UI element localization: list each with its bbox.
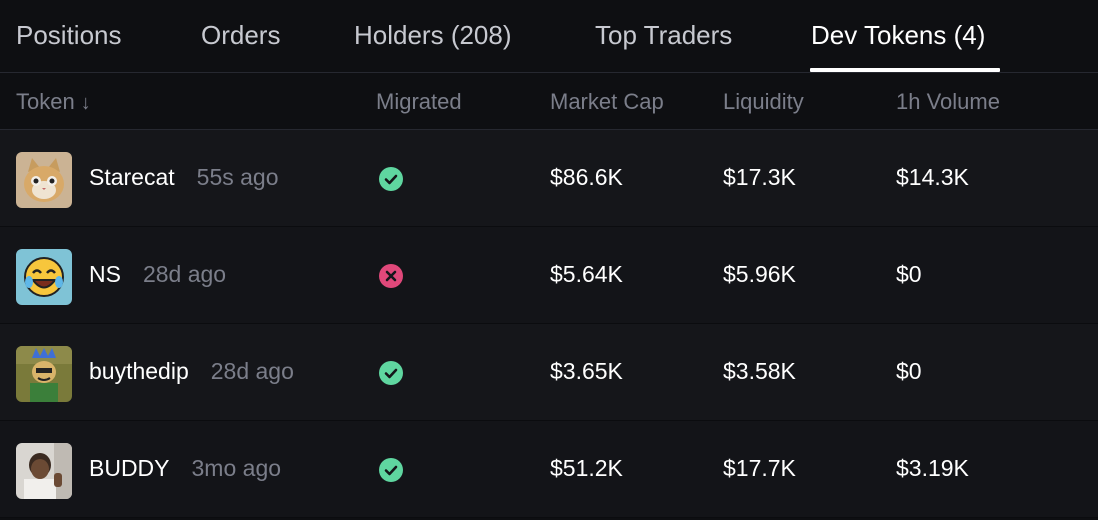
tab-bar: Positions Orders Holders (208) Top Trade… — [0, 0, 1098, 73]
token-name[interactable]: BUDDY — [89, 455, 170, 481]
token-name-cell: Starecat 55s ago — [89, 164, 279, 191]
table-row[interactable]: BUDDY 3mo ago $51.2K $17.7K $3.19K — [0, 421, 1098, 518]
liquidity-value: $5.96K — [723, 261, 796, 287]
header-liquidity: Liquidity — [723, 89, 804, 114]
header-token-label: Token — [16, 89, 75, 114]
token-age: 28d ago — [210, 358, 294, 384]
token-name-cell: buythedip 28d ago — [89, 358, 294, 385]
token-name[interactable]: buythedip — [89, 358, 189, 384]
volume-1h-value: $14.3K — [896, 164, 969, 190]
header-token[interactable]: Token ↓ — [16, 89, 91, 115]
token-age: 28d ago — [142, 261, 227, 287]
token-avatar-ns — [16, 249, 72, 305]
check-circle-icon — [379, 167, 403, 191]
arrow-down-icon[interactable]: ↓ — [80, 92, 91, 114]
table-row[interactable]: Starecat 55s ago $86.6K $17.3K $14.3K — [0, 130, 1098, 227]
token-avatar-buythedip — [16, 346, 72, 402]
liquidity-value: $17.3K — [723, 164, 796, 190]
token-name-cell: NS 28d ago — [89, 261, 226, 288]
token-name-cell: BUDDY 3mo ago — [89, 455, 281, 482]
token-age: 55s ago — [196, 164, 279, 190]
volume-1h-value: $0 — [896, 358, 922, 384]
header-migrated: Migrated — [376, 89, 462, 114]
header-1h-volume: 1h Volume — [896, 89, 1000, 114]
token-avatar-buddy — [16, 443, 72, 499]
market-cap-value: $86.6K — [550, 164, 623, 190]
volume-1h-value: $0 — [896, 261, 922, 287]
token-name[interactable]: Starecat — [89, 164, 175, 190]
check-circle-icon — [379, 458, 403, 482]
table-row[interactable]: NS 28d ago $5.64K $5.96K $0 — [0, 227, 1098, 324]
table-row[interactable]: buythedip 28d ago $3.65K $3.58K $0 — [0, 324, 1098, 421]
check-circle-icon — [379, 361, 403, 385]
liquidity-value: $3.58K — [723, 358, 796, 384]
table-header: Token ↓ Migrated Market Cap Liquidity 1h … — [0, 73, 1098, 130]
token-age: 3mo ago — [191, 455, 282, 481]
token-table-body: Starecat 55s ago $86.6K $17.3K $14.3K NS 2… — [0, 130, 1098, 518]
market-cap-value: $51.2K — [550, 455, 623, 481]
tab-top-traders[interactable]: Top Traders — [595, 20, 733, 50]
market-cap-value: $3.65K — [550, 358, 623, 384]
tab-dev-tokens[interactable]: Dev Tokens (4) — [811, 20, 986, 50]
tab-holders[interactable]: Holders (208) — [354, 20, 512, 50]
token-avatar-starecat — [16, 152, 72, 208]
token-name[interactable]: NS — [89, 261, 121, 287]
header-market-cap: Market Cap — [550, 89, 664, 114]
market-cap-value: $5.64K — [550, 261, 623, 287]
tab-positions[interactable]: Positions — [16, 20, 122, 50]
x-circle-icon — [379, 264, 403, 288]
liquidity-value: $17.7K — [723, 455, 796, 481]
tab-orders[interactable]: Orders — [201, 20, 281, 50]
volume-1h-value: $3.19K — [896, 455, 969, 481]
active-tab-indicator — [810, 68, 1000, 72]
